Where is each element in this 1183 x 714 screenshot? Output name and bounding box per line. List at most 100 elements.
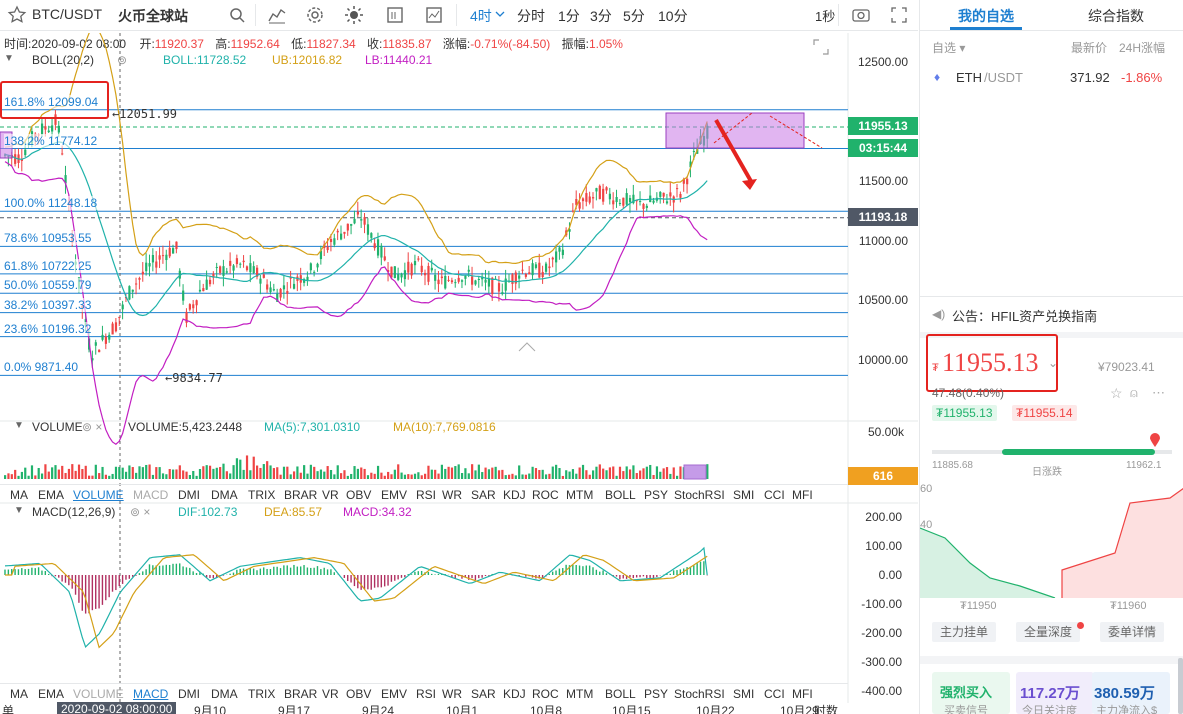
indicator-tab-macd[interactable]: MACD	[133, 687, 169, 701]
indicator-tab-vr[interactable]: VR	[322, 687, 339, 701]
theme-icon[interactable]	[343, 4, 365, 26]
camera-icon[interactable]	[850, 4, 872, 26]
indicator-tab-smi[interactable]: SMI	[733, 488, 755, 502]
low-label: 低:	[291, 37, 307, 51]
interval-timeshare[interactable]: 分时	[517, 8, 545, 24]
share-icon[interactable]: ⋯	[1152, 385, 1165, 400]
interval-10m[interactable]: 10分	[658, 8, 688, 24]
attention-card[interactable]: 117.27万 今日关注度	[1016, 672, 1094, 714]
indicator-tab-cci[interactable]: CCI	[764, 488, 785, 502]
candle-body	[521, 269, 524, 271]
fullscreen-icon[interactable]	[888, 4, 910, 26]
chart-type-icon[interactable]	[423, 4, 445, 26]
tab-index[interactable]: 综合指数	[1088, 8, 1144, 24]
indicator-tab-smi[interactable]: SMI	[733, 687, 755, 701]
search-icon[interactable]	[226, 4, 248, 26]
list-item[interactable]: ♦ ETH /USDT 371.92 -1.86%	[920, 62, 1183, 92]
indicator-tab-mfi[interactable]: MFI	[792, 488, 813, 502]
indicator-tab-kdj[interactable]: KDJ	[503, 687, 526, 701]
indicator-tab-wr[interactable]: WR	[442, 687, 462, 701]
indicator-tab-obv[interactable]: OBV	[346, 488, 372, 502]
candle-body	[639, 201, 642, 203]
refresh-rate[interactable]: 1秒	[815, 9, 836, 24]
indicator-tab-stochrsi[interactable]: StochRSI	[674, 687, 725, 701]
volume-bar	[551, 466, 554, 479]
collapse-icon[interactable]: ▼	[4, 53, 14, 64]
layout-icon[interactable]	[384, 4, 406, 26]
indicator-tab-emv[interactable]: EMV	[381, 687, 408, 701]
indicator-tab-psy[interactable]: PSY	[644, 687, 669, 701]
indicator-tab-boll[interactable]: BOLL	[605, 488, 636, 502]
indicator-tab-ma[interactable]: MA	[10, 488, 28, 502]
indicator-tab-dmi[interactable]: DMI	[178, 687, 200, 701]
indicator-tab-kdj[interactable]: KDJ	[503, 488, 526, 502]
indicator-tab-dmi[interactable]: DMI	[178, 488, 200, 502]
boll-settings-icon[interactable]: ⊚	[117, 53, 128, 67]
indicator-tab-psy[interactable]: PSY	[644, 488, 669, 502]
indicator-tab-dma[interactable]: DMA	[211, 687, 238, 701]
indicator-tab-ma[interactable]: MA	[10, 687, 28, 701]
star-icon[interactable]	[6, 4, 28, 26]
indicator-tab-mtm[interactable]: MTM	[566, 687, 594, 701]
expand-icon[interactable]	[812, 38, 830, 56]
indicator-tab-emv[interactable]: EMV	[381, 488, 408, 502]
main-orders-button[interactable]: 主力挂单	[932, 622, 997, 642]
chart-canvas[interactable]	[0, 33, 918, 713]
indicator-tab-cci[interactable]: CCI	[764, 687, 785, 701]
indicator-tab-brar[interactable]: BRAR	[284, 687, 318, 701]
indicator-tab-macd[interactable]: MACD	[133, 488, 169, 502]
chevron-down-icon[interactable]	[494, 8, 506, 20]
indicator-tab-sar[interactable]: SAR	[471, 488, 496, 502]
full-depth-button[interactable]: 全量深度	[1016, 622, 1081, 642]
indicator-tab-dma[interactable]: DMA	[211, 488, 238, 502]
macd-settings-icon[interactable]: ⊚ ×	[130, 505, 151, 519]
tab-watchlist[interactable]: 我的自选	[958, 8, 1014, 24]
interval-3m[interactable]: 3分	[590, 8, 612, 24]
signal-card[interactable]: 强烈买入 买卖信号	[932, 672, 1010, 714]
indicator-tab-stochrsi[interactable]: StochRSI	[674, 488, 725, 502]
time-mode[interactable]: 时数	[814, 704, 839, 714]
depth-chart[interactable]	[920, 478, 1183, 598]
chart-area[interactable]: BTC/USDT 火币全球站 4时 分时 1分 3分 5分 10分 1秒 时间:…	[0, 0, 918, 714]
volume-bar	[333, 474, 336, 479]
volume-bar	[269, 465, 272, 479]
inflow-card[interactable]: 380.59万 主力净流入$	[1092, 672, 1170, 714]
settings-icon[interactable]	[304, 4, 326, 26]
indicator-tab-trix[interactable]: TRIX	[248, 687, 276, 701]
notice-text[interactable]: 公告：HFIL资产兑换指南	[952, 309, 1098, 324]
volume-bar	[544, 474, 548, 479]
indicator-tab-roc[interactable]: ROC	[532, 488, 559, 502]
indicator-tab-mtm[interactable]: MTM	[566, 488, 594, 502]
candle-body	[360, 219, 363, 221]
indicator-tab-vr[interactable]: VR	[322, 488, 339, 502]
volume-bar	[272, 468, 275, 479]
indicator-tab-obv[interactable]: OBV	[346, 687, 372, 701]
alert-icon[interactable]: ⍝	[1130, 385, 1138, 400]
order-detail-button[interactable]: 委单详情	[1100, 622, 1165, 642]
interval-4h[interactable]: 4时	[470, 8, 492, 24]
indicator-tab-volume[interactable]: VOLUME	[73, 687, 124, 701]
interval-1m[interactable]: 1分	[558, 8, 580, 24]
collapse-icon[interactable]: ▼	[14, 420, 24, 431]
indicator-tab-ema[interactable]: EMA	[38, 687, 65, 701]
indicator-tab-brar[interactable]: BRAR	[284, 488, 318, 502]
indicator-tab-trix[interactable]: TRIX	[248, 488, 276, 502]
interval-5m[interactable]: 5分	[623, 8, 645, 24]
chevron-down-icon[interactable]: ⌄	[1048, 356, 1059, 370]
indicator-tab-roc[interactable]: ROC	[532, 687, 559, 701]
favorite-icon[interactable]: ☆	[1110, 385, 1123, 401]
indicator-icon[interactable]	[266, 4, 288, 26]
indicator-tab-boll[interactable]: BOLL	[605, 687, 636, 701]
indicator-tab-rsi[interactable]: RSI	[416, 687, 437, 701]
collapse-icon[interactable]: ▼	[14, 505, 24, 516]
indicator-tab-sar[interactable]: SAR	[471, 687, 496, 701]
volume-settings-icon[interactable]: ⊚ ×	[82, 420, 103, 434]
scrollbar[interactable]	[1178, 658, 1183, 714]
indicator-tab-ema[interactable]: EMA	[38, 488, 65, 502]
candle-body	[272, 289, 275, 291]
indicator-tab-mfi[interactable]: MFI	[792, 687, 813, 701]
list-col-watch[interactable]: 自选 ▾	[932, 41, 966, 55]
indicator-tab-rsi[interactable]: RSI	[416, 488, 437, 502]
indicator-tab-volume[interactable]: VOLUME	[73, 488, 124, 502]
indicator-tab-wr[interactable]: WR	[442, 488, 462, 502]
